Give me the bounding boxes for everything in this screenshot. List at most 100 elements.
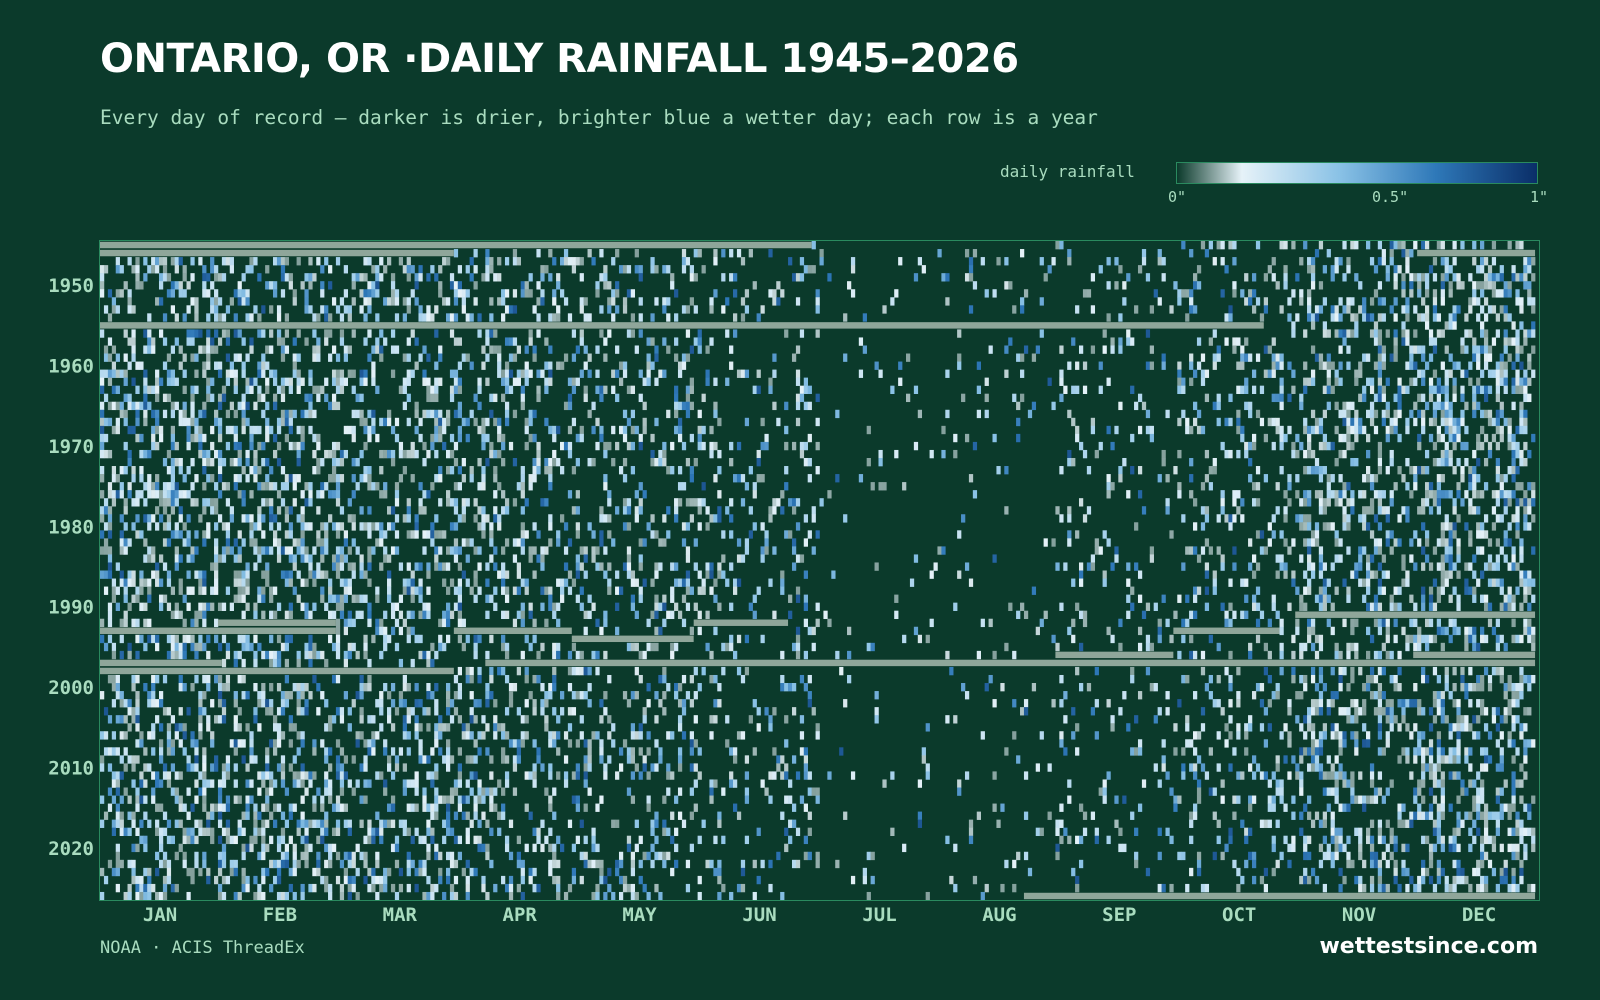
rain-day-cell (1511, 546, 1516, 555)
rain-day-cell (1389, 257, 1394, 266)
rain-day-cell (658, 602, 663, 611)
rain-day-cell (229, 425, 234, 435)
rain-day-cell (599, 329, 604, 338)
rain-day-cell (217, 433, 223, 443)
rain-day-cell (807, 626, 812, 636)
rain-day-cell (1472, 594, 1477, 603)
rain-day-cell (1338, 361, 1343, 370)
rain-day-cell (654, 562, 659, 571)
rain-day-cell (194, 369, 199, 378)
rain-day-cell (1338, 666, 1343, 676)
rain-day-cell (1244, 297, 1249, 306)
rain-day-cell (677, 699, 683, 708)
rain-day-cell (1263, 666, 1269, 676)
rain-day-cell (1405, 297, 1410, 306)
rain-day-cell (650, 361, 655, 370)
rain-day-cell (819, 257, 824, 266)
rain-day-cell (1487, 273, 1493, 282)
rain-day-cell (524, 345, 529, 354)
rain-day-cell (107, 562, 113, 571)
rain-day-cell (1063, 562, 1068, 571)
rain-day-cell (217, 474, 223, 483)
rain-day-cell (1000, 683, 1005, 692)
rain-day-cell (449, 329, 455, 338)
rain-day-cell (127, 289, 132, 298)
rain-day-cell (465, 498, 470, 507)
rain-day-cell (202, 401, 207, 411)
rain-day-cell (1279, 554, 1284, 563)
rain-day-cell (166, 570, 172, 579)
rain-day-cell (221, 385, 227, 394)
rain-day-cell (677, 369, 683, 378)
rain-day-cell (548, 425, 553, 435)
rain-day-cell (1381, 313, 1386, 322)
rain-day-cell (312, 578, 317, 587)
rain-day-cell (1440, 289, 1445, 298)
rain-day-cell (501, 289, 506, 298)
rain-day-cell (115, 683, 120, 692)
rain-day-cell (579, 433, 584, 443)
rain-day-cell (324, 482, 329, 491)
rain-day-cell (288, 377, 293, 386)
rain-day-cell (634, 610, 639, 620)
rain-day-cell (1090, 554, 1096, 563)
rain-day-cell (713, 249, 718, 258)
rain-day-cell (528, 329, 533, 338)
rain-day-cell (524, 634, 529, 644)
rain-day-cell (155, 425, 160, 435)
rain-day-cell (1468, 626, 1473, 636)
rain-day-cell (1145, 602, 1151, 611)
rain-day-cell (1126, 490, 1131, 499)
rain-day-cell (811, 546, 816, 555)
rain-day-cell (489, 257, 494, 266)
rain-day-cell (1511, 562, 1516, 571)
rain-day-cell (375, 273, 380, 282)
rain-day-cell (1401, 241, 1406, 250)
rain-day-cell (1483, 562, 1489, 571)
rain-day-cell (461, 417, 466, 427)
rain-day-cell (618, 586, 624, 595)
rain-day-cell (748, 466, 753, 475)
rain-day-cell (123, 498, 128, 507)
rain-day-cell (1417, 369, 1422, 378)
rain-day-cell (426, 353, 431, 362)
rain-day-cell (445, 562, 451, 571)
rain-day-cell (536, 530, 541, 539)
rain-day-cell (1208, 241, 1213, 250)
rain-day-cell (292, 482, 297, 491)
rain-day-cell (870, 642, 875, 652)
rain-day-cell (477, 506, 482, 515)
rain-day-cell (1196, 361, 1202, 370)
rain-day-cell (1499, 674, 1504, 684)
rain-day-cell (1350, 626, 1355, 636)
rain-day-cell (1527, 570, 1532, 579)
rain-day-cell (563, 249, 569, 258)
rain-day-cell (1263, 297, 1269, 306)
rain-day-cell (1362, 578, 1367, 587)
rain-day-cell (1440, 257, 1445, 266)
rain-day-cell (449, 546, 455, 555)
rain-day-cell (1232, 337, 1237, 346)
rain-day-cell (296, 546, 301, 555)
rain-day-cell (1456, 626, 1461, 636)
rain-day-cell (1228, 578, 1233, 587)
rain-day-cell (1377, 562, 1383, 571)
rain-day-cell (1299, 257, 1304, 266)
rain-day-cell (1483, 393, 1489, 403)
rain-day-cell (1452, 385, 1457, 394)
rain-day-cell (1432, 578, 1438, 587)
rain-day-cell (1499, 265, 1504, 274)
rain-day-cell (493, 474, 498, 483)
rain-day-cell (253, 610, 258, 620)
rain-day-cell (1417, 409, 1422, 419)
rain-day-cell (1424, 674, 1430, 684)
rain-day-cell (351, 570, 356, 579)
rain-day-cell (1189, 377, 1194, 386)
rain-day-cell (253, 457, 258, 467)
rain-day-cell (390, 345, 396, 354)
rain-day-cell (1452, 433, 1457, 443)
rain-day-cell (320, 546, 325, 555)
rain-day-cell (1472, 297, 1477, 306)
rain-day-cell (1487, 562, 1493, 571)
rain-day-cell (697, 337, 702, 346)
